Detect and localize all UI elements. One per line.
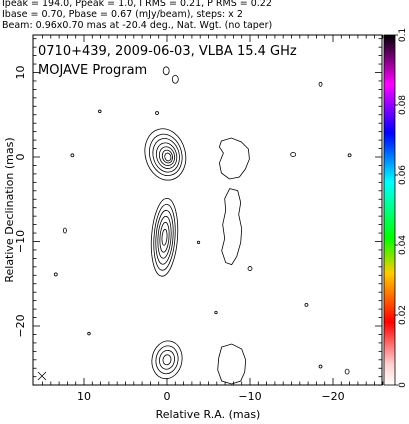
x-tick-label: 10 [77, 390, 91, 403]
noise-contour [196, 240, 201, 244]
core-contour [148, 133, 183, 176]
header-line-2: Ibase = 0.70, Pbase = 0.67 (mJy/beam), s… [2, 9, 243, 20]
beam-marker [37, 371, 47, 381]
y-tick-label: −20 [14, 314, 27, 337]
y-tick-label: 10 [14, 66, 27, 80]
noise-contour [162, 66, 170, 76]
colorbar-tick-label: 0.08 [398, 95, 408, 115]
noise-contour [247, 266, 253, 271]
pol-contour [221, 188, 243, 266]
jet-contour [155, 209, 174, 265]
plot-frame [32, 34, 383, 386]
noise-contour [304, 302, 309, 307]
southern-lobe-contour [159, 349, 175, 370]
colorbar-tick-label: 0.06 [398, 165, 408, 185]
x-tick-label: 0 [164, 390, 171, 403]
core-contour [161, 149, 173, 164]
header-line-3: Beam: 0.96x0.70 mas at -20.4 deg., Nat. … [2, 20, 273, 31]
southern-lobe-contour [151, 340, 183, 380]
noise-contour [63, 227, 67, 234]
core-contour [152, 138, 180, 173]
noise-contour [347, 153, 352, 158]
colorbar-tick-label: 0.1 [398, 28, 408, 42]
x-tick-label: −10 [238, 390, 261, 403]
noise-contour [98, 109, 102, 114]
core-contour [155, 142, 178, 169]
noise-contour [344, 368, 350, 375]
x-axis-label: Relative R.A. (mas) [156, 408, 261, 421]
header-line-1: Ipeak = 194.0, Ppeak = 1.0, I RMS = 0.21… [2, 0, 272, 9]
y-axis-label: Relative Declination (mas) [3, 137, 16, 282]
x-tick-label: −20 [321, 390, 344, 403]
y-tick-label: −10 [14, 230, 27, 253]
noise-contour [155, 111, 159, 115]
pol-contour [218, 137, 250, 180]
noise-contour [53, 272, 58, 277]
southern-lobe-contour [162, 354, 172, 366]
noise-contour [290, 152, 297, 157]
plot-subtitle: MOJAVE Program [38, 63, 147, 78]
jet-contour [159, 221, 170, 253]
southern-lobe-contour [155, 345, 179, 375]
pol-contour [217, 343, 247, 385]
core-contour [144, 128, 187, 181]
colorbar-tick-label: 0 [398, 382, 408, 388]
contour-layer [37, 66, 352, 385]
jet-contour [161, 228, 168, 246]
colorbar [383, 34, 396, 386]
noise-contour [87, 331, 91, 336]
axis-ticks [33, 35, 384, 386]
noise-contour [318, 364, 323, 369]
y-tick-label: 0 [14, 154, 27, 161]
jet-contour [150, 197, 179, 277]
jet-contour [157, 215, 172, 259]
core-contour [158, 146, 176, 166]
colorbar-tick-label: 0.02 [398, 305, 408, 325]
plot-title: 0710+439, 2009-06-03, VLBA 15.4 GHz [38, 44, 297, 59]
noise-contour [318, 81, 323, 87]
noise-contour [70, 153, 75, 158]
colorbar-tick-label: 0.04 [398, 235, 408, 255]
core-contour [164, 152, 172, 162]
jet-contour [153, 203, 176, 271]
noise-contour [214, 310, 218, 315]
noise-contour [171, 74, 179, 84]
